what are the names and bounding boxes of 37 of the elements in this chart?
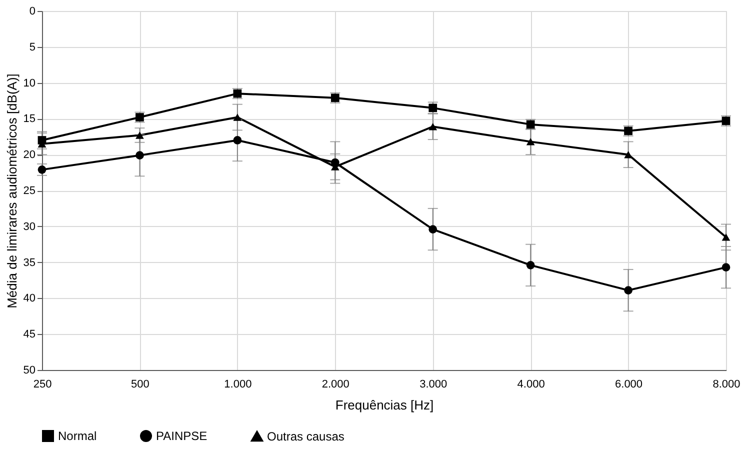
point	[136, 132, 144, 139]
y-tick-label: 35	[23, 256, 36, 269]
y-tick-label: 10	[23, 77, 36, 90]
y-tick-label: 15	[23, 113, 36, 126]
point	[233, 136, 242, 144]
point	[526, 138, 535, 146]
point	[624, 150, 632, 158]
legend-label: Outras causas	[267, 429, 344, 444]
x-tick-label: 4.000	[517, 378, 545, 390]
x-tick-label: 6.000	[615, 378, 643, 390]
y-tick-label: 50	[23, 364, 36, 376]
point	[136, 151, 144, 160]
x-tick-label: 2.000	[322, 378, 350, 390]
point	[624, 286, 632, 294]
legend-label: Normal	[58, 429, 97, 443]
point	[428, 225, 438, 234]
y-tick-label: 40	[23, 292, 36, 305]
point	[428, 122, 438, 130]
y-tick-label: 45	[23, 328, 36, 341]
x-tick-label: 8.000	[712, 378, 740, 390]
y-tick-label: 20	[23, 149, 36, 162]
y-tick-label: 25	[23, 185, 36, 197]
point	[722, 263, 730, 272]
y-tick-label: 5	[29, 41, 36, 54]
y-axis-title: Média de limirares audiométricos [dB(A)]	[4, 74, 20, 308]
point	[722, 234, 730, 241]
x-tick-label: 1.000	[224, 378, 252, 390]
x-axis-title: Frequências [Hz]	[335, 398, 434, 412]
point	[38, 166, 46, 174]
y-tick-label: 0	[29, 6, 36, 18]
x-tick-label: 500	[131, 378, 150, 390]
point	[526, 260, 535, 270]
y-tick-label: 30	[23, 220, 36, 233]
point	[233, 114, 242, 121]
x-tick-label: 3.000	[420, 378, 448, 390]
legend-label: PAINPSE	[156, 429, 208, 443]
x-tick-label: 250	[33, 378, 52, 390]
